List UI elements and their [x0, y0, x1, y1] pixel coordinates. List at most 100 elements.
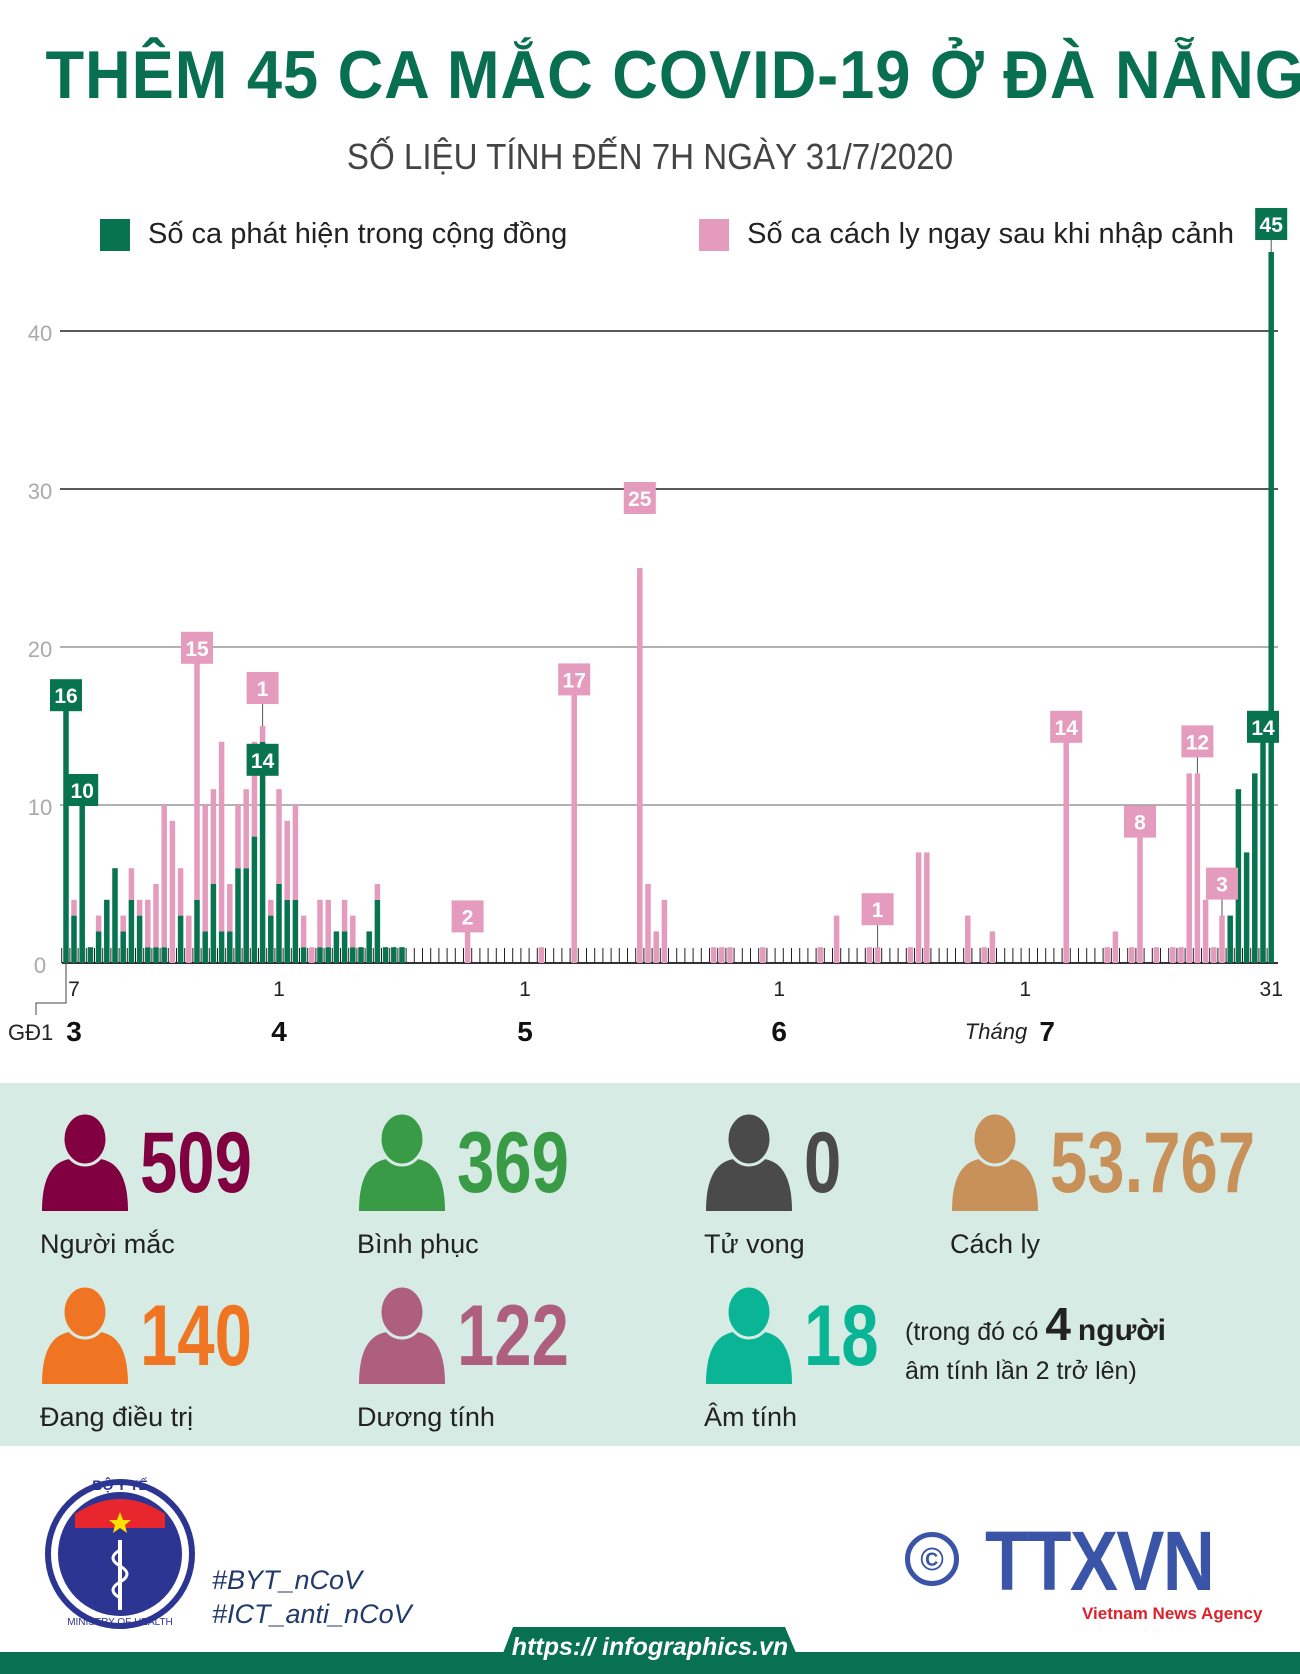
x-month-prefix: Tháng — [965, 1019, 1028, 1044]
bar-community — [292, 899, 299, 963]
person-icon — [359, 1286, 445, 1384]
bar-imported — [317, 899, 323, 948]
bar-imported — [1137, 836, 1143, 963]
annotation-label: 14 — [251, 750, 275, 773]
stat-label: Đang điều trị — [40, 1402, 194, 1432]
bar-imported — [227, 884, 233, 932]
bar-community — [251, 836, 258, 963]
bar-imported — [95, 915, 102, 932]
bar-community — [218, 931, 225, 963]
stat-value: 122 — [457, 1288, 569, 1384]
note-line2: âm tính lần 2 trở lên) — [905, 1357, 1137, 1385]
bar-community — [259, 741, 266, 963]
x-tick-day-label: 1 — [1019, 978, 1031, 1001]
legend-item-community: Số ca phát hiện trong cộng đồng — [100, 218, 567, 251]
legend-item-imported: Số ca cách ly ngay sau khi nhập cảnh — [699, 218, 1234, 251]
bar-imported — [833, 915, 840, 963]
bar-imported — [350, 915, 356, 948]
bar-community — [284, 899, 290, 963]
annotation-label: 14 — [1055, 717, 1079, 740]
agency-name: Vietnam News Agency — [1082, 1604, 1263, 1623]
bar-imported — [202, 805, 208, 932]
svg-text:MINISTRY OF HEALTH: MINISTRY OF HEALTH — [67, 1617, 173, 1628]
y-tick-label: 30 — [28, 479, 52, 504]
person-icon — [706, 1113, 792, 1211]
bar-imported — [136, 899, 143, 916]
negative-note: (trong đó có 4 người âm tính lần 2 trở lê… — [905, 1301, 1166, 1387]
x-tick-day-label: 1 — [273, 978, 285, 1001]
person-icon — [42, 1113, 128, 1211]
stat-label: Người mắc — [40, 1229, 175, 1259]
bar-community — [1227, 915, 1233, 963]
page-subtitle: SỐ LIỆU TÍNH ĐẾN 7H NGÀY 31/7/2020 — [346, 136, 954, 177]
bar-imported — [218, 741, 225, 932]
bar-community — [120, 931, 126, 963]
bar-imported — [965, 915, 971, 963]
bar-imported — [128, 868, 135, 900]
bar-imported — [276, 789, 282, 884]
x-month-label: 3 — [66, 1016, 82, 1047]
bar-imported — [120, 915, 126, 932]
bar-imported — [1104, 947, 1110, 963]
bar-imported — [989, 931, 996, 963]
bar-imported — [300, 915, 307, 948]
annotation-label: 3 — [1216, 874, 1228, 897]
bar-imported — [374, 884, 381, 900]
bar-imported — [1211, 947, 1217, 963]
bar-imported — [71, 899, 77, 916]
bar-community — [300, 947, 307, 963]
bar-community — [391, 947, 397, 963]
annotation-label: 1 — [872, 899, 884, 922]
source-url-link[interactable]: https:// infographics.vn — [511, 1633, 789, 1661]
bar-imported — [145, 899, 151, 948]
stat-value: 18 — [804, 1288, 879, 1384]
annotation-box — [1050, 710, 1083, 743]
annotation-box — [861, 893, 894, 926]
hashtag-byt: #BYT_nCoV — [212, 1565, 363, 1595]
bar-community — [268, 915, 274, 963]
annotation-box — [246, 672, 279, 704]
bar-imported — [194, 662, 200, 900]
x-month-label: 5 — [517, 1016, 533, 1047]
hashtag-ict: #ICT_anti_nCoV — [212, 1599, 412, 1629]
bar-imported — [1129, 947, 1135, 963]
annotation-label: 10 — [71, 780, 94, 803]
footer-bar — [0, 1652, 1300, 1674]
bar-imported — [309, 947, 315, 963]
annotation-label: 16 — [54, 685, 77, 708]
bar-imported — [866, 947, 873, 963]
bar-community — [71, 915, 77, 963]
bar-imported — [464, 931, 471, 963]
bar-community — [366, 931, 372, 963]
x-tick-day-label: 1 — [519, 978, 531, 1001]
ministry-of-health-logo: BỘ Y TẾ MINISTRY OF HEALTH — [40, 1470, 200, 1630]
bar-imported — [981, 947, 987, 963]
stat-value: 53.767 — [1050, 1115, 1256, 1211]
bar-community — [1268, 252, 1274, 963]
bar-imported — [284, 820, 290, 900]
stat-value: 140 — [140, 1288, 252, 1384]
bar-imported — [874, 947, 881, 963]
bar-imported — [292, 805, 299, 900]
bar-imported — [161, 805, 167, 948]
phase1-leader — [35, 963, 67, 1015]
y-tick-label: 0 — [34, 953, 46, 978]
annotation-box — [1124, 805, 1156, 838]
stat-value: 369 — [457, 1115, 569, 1211]
bar-imported — [915, 852, 922, 963]
bar-community — [112, 868, 118, 963]
bar-imported — [760, 947, 766, 963]
note-count: 4 — [1045, 1298, 1071, 1350]
bar-imported — [186, 915, 192, 963]
bar-community — [382, 947, 389, 963]
bar-community — [161, 947, 167, 963]
legend-label-imported: Số ca cách ly ngay sau khi nhập cảnh — [747, 218, 1234, 250]
bar-community — [276, 884, 282, 963]
bar-imported — [341, 899, 348, 932]
annotation-box — [1181, 725, 1214, 758]
stats-panel: 509 Người mắc 369 Bình phục 0 Tử vong 53… — [0, 1083, 1300, 1446]
bar-community — [1235, 789, 1242, 963]
stat-label: Cách ly — [950, 1229, 1041, 1259]
annotation-box — [1247, 710, 1279, 743]
x-month-label: 6 — [771, 1016, 787, 1047]
